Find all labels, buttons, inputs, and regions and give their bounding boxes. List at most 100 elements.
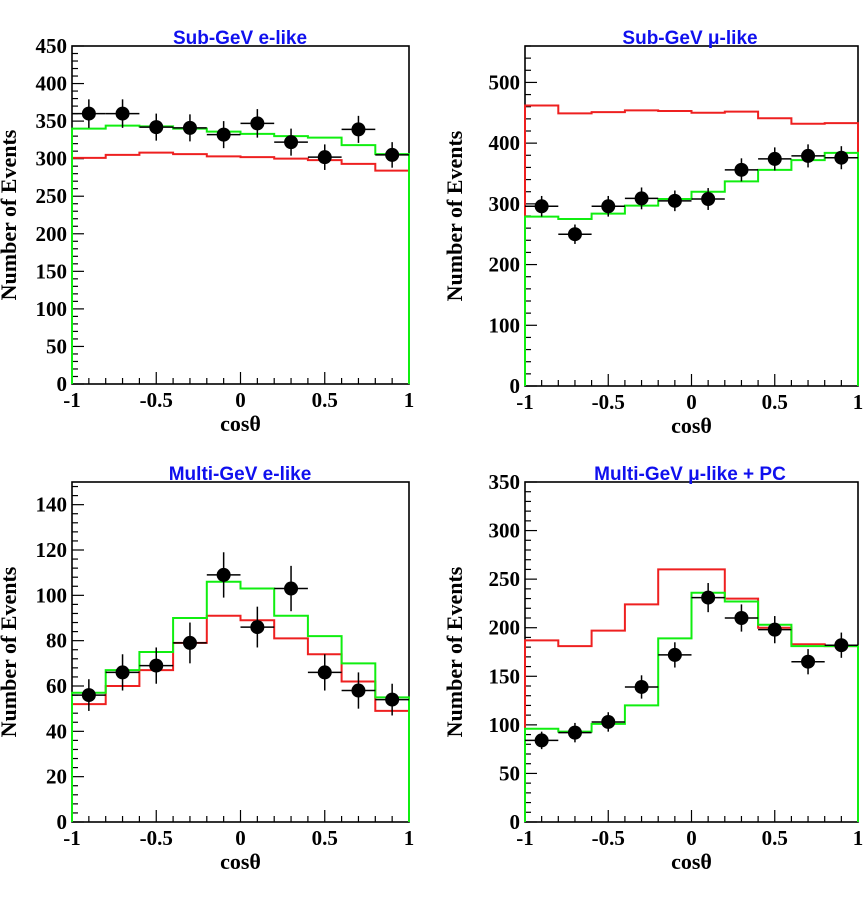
y-tick-label: 20 — [46, 765, 67, 789]
data-point — [758, 147, 792, 171]
x-tick-label: -0.5 — [140, 388, 173, 412]
x-tick-label: 1 — [853, 826, 864, 850]
data-marker — [701, 192, 716, 206]
data-marker — [216, 127, 231, 142]
data-point — [824, 632, 858, 658]
y-tick-label: 450 — [36, 34, 68, 58]
chart-title: Multi-GeV e-like — [169, 464, 312, 485]
data-point — [307, 144, 342, 170]
data-marker — [534, 733, 549, 748]
data-marker — [216, 567, 231, 582]
y-tick-label: 200 — [489, 616, 521, 640]
data-point — [72, 679, 106, 711]
x-tick-label: -0.5 — [592, 390, 625, 414]
data-point — [791, 649, 825, 675]
data-point — [72, 99, 106, 128]
x-tick-label: -1 — [516, 390, 534, 414]
chart-panel-1: -1 -0.5 0 0.5 1 0 50 100 150 200 250 300 350 400 450 co… — [0, 28, 414, 436]
x-tick-label: 0 — [235, 826, 246, 850]
data-marker — [351, 683, 366, 698]
data-marker — [149, 120, 164, 135]
chart-panel-4: -1 -0.5 0 0.5 1 0 50 100 150 200 250 300 350 cosθ Numb… — [442, 464, 863, 874]
data-point — [341, 115, 376, 143]
data-point — [558, 722, 592, 743]
data-marker — [834, 638, 849, 653]
x-tick-label: 0.5 — [762, 390, 788, 414]
data-marker — [317, 665, 332, 680]
x-axis-label: cosθ — [220, 849, 261, 874]
data-point — [591, 195, 625, 217]
data-point — [624, 187, 659, 210]
y-axis-label: Number of Events — [0, 129, 21, 300]
data-point — [341, 672, 376, 709]
data-marker — [734, 162, 749, 177]
y-tick-label: 0 — [510, 810, 521, 834]
data-marker — [734, 611, 749, 625]
data-marker — [317, 150, 332, 165]
y-tick-label: 40 — [46, 719, 67, 743]
x-tick-label: -0.5 — [140, 826, 173, 850]
y-tick-label: 250 — [36, 184, 68, 208]
data-marker — [250, 620, 265, 635]
data-point — [105, 654, 140, 691]
data-point — [791, 144, 825, 168]
x-tick-label: 1 — [853, 390, 864, 414]
step-line-no-oscillation — [71, 151, 410, 384]
y-tick-label: 350 — [489, 470, 521, 494]
y-tick-label: 100 — [36, 583, 68, 607]
y-tick-label: 100 — [489, 713, 521, 737]
y-tick-label: 200 — [36, 222, 68, 246]
x-tick-label: 0.5 — [312, 388, 338, 412]
data-point — [105, 99, 140, 128]
data-point — [307, 654, 342, 691]
x-tick-label: -1 — [516, 826, 534, 850]
data-marker — [601, 199, 616, 214]
data-point — [139, 647, 174, 684]
data-marker — [385, 147, 400, 162]
data-point — [624, 675, 659, 699]
data-marker — [284, 581, 299, 596]
data-marker — [284, 135, 299, 150]
data-point — [274, 128, 308, 156]
chart-panel-2: -1 -0.5 0 0.5 1 0 100 200 300 400 500 cosθ Number of… — [442, 28, 863, 438]
y-tick-label: 300 — [36, 147, 68, 171]
plot-frame — [524, 45, 859, 387]
chart-panel-3: -1 -0.5 0 0.5 1 0 20 40 60 80 100 120 140 cosθ Number … — [0, 464, 414, 874]
data-point — [658, 642, 692, 668]
chart-title: Multi-GeV μ-like + PC — [594, 464, 786, 485]
data-point — [525, 731, 559, 750]
x-tick-label: 0 — [235, 388, 246, 412]
data-point — [375, 142, 409, 168]
y-axis-label: Number of Events — [0, 566, 21, 737]
data-marker — [701, 590, 716, 605]
data-marker — [115, 665, 130, 680]
y-tick-label: 250 — [489, 567, 521, 591]
x-tick-label: 1 — [404, 826, 415, 850]
y-tick-label: 100 — [36, 297, 68, 321]
data-marker — [534, 199, 549, 214]
data-point — [274, 565, 308, 612]
y-tick-label: 350 — [36, 109, 68, 133]
data-marker — [250, 116, 265, 131]
x-tick-label: 0.5 — [762, 826, 788, 850]
y-tick-label: 140 — [36, 493, 68, 517]
data-marker — [81, 688, 96, 703]
step-line-no-oscillation — [524, 104, 859, 386]
data-marker — [834, 150, 849, 165]
data-marker — [801, 654, 816, 669]
data-point — [824, 146, 858, 170]
y-tick-label: 0 — [57, 810, 68, 834]
x-tick-label: 0 — [686, 826, 697, 850]
chart-title: Sub-GeV e-like — [173, 28, 307, 49]
y-axis-label: Number of Events — [442, 130, 467, 301]
y-tick-label: 50 — [46, 334, 67, 358]
data-point — [375, 683, 409, 716]
x-tick-label: 0.5 — [312, 826, 338, 850]
y-tick-label: 200 — [489, 253, 521, 277]
data-marker — [81, 106, 96, 121]
data-marker — [634, 679, 649, 694]
x-tick-label: -1 — [63, 826, 81, 850]
data-marker — [351, 122, 366, 137]
x-axis-label: cosθ — [671, 849, 712, 874]
